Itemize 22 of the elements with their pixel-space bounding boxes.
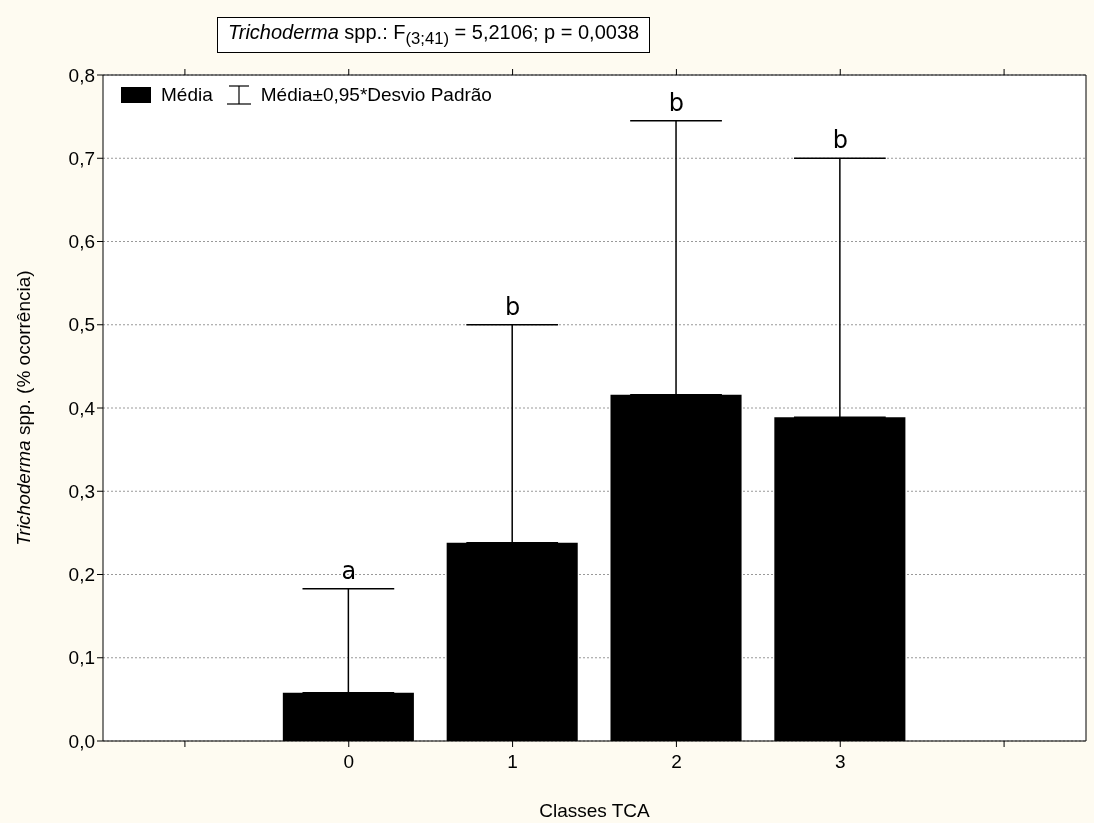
y-tick-label: 0,0 bbox=[68, 730, 95, 752]
y-tick-label: 0,8 bbox=[68, 64, 95, 86]
y-tick-label: 0,7 bbox=[68, 147, 95, 169]
y-tick-label: 0,3 bbox=[68, 480, 95, 502]
y-axis-title: Trichoderma spp. (% ocorrência) bbox=[13, 270, 35, 546]
y-tick-label: 0,5 bbox=[68, 314, 95, 336]
y-tick-label: 0,4 bbox=[68, 397, 96, 419]
x-tick-label: 1 bbox=[507, 751, 518, 773]
annotation: b bbox=[668, 88, 685, 117]
y-tick-label: 0,2 bbox=[68, 564, 95, 586]
legend-label: Média bbox=[161, 84, 213, 106]
annotation: b bbox=[832, 126, 848, 155]
annotation: b bbox=[504, 292, 521, 321]
x-axis-title: Classes TCA bbox=[539, 800, 651, 821]
y-tick-label: 0,6 bbox=[68, 231, 95, 253]
annotation: Média±0,95*Desvio Padrão bbox=[260, 84, 492, 106]
y-tick-label: 0,1 bbox=[68, 647, 95, 669]
x-tick-label: 0 bbox=[343, 751, 355, 773]
chart-title: Trichoderma spp.: F$_{(3;41)}$ = 5,2106; p = 0,0038 bbox=[217, 17, 651, 53]
x-tick-label: 3 bbox=[834, 751, 846, 773]
x-tick-label: 2 bbox=[671, 751, 682, 773]
annotation: a bbox=[341, 556, 357, 585]
